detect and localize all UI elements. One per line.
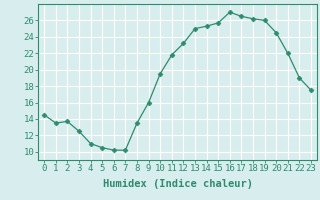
X-axis label: Humidex (Indice chaleur): Humidex (Indice chaleur) bbox=[103, 179, 252, 189]
